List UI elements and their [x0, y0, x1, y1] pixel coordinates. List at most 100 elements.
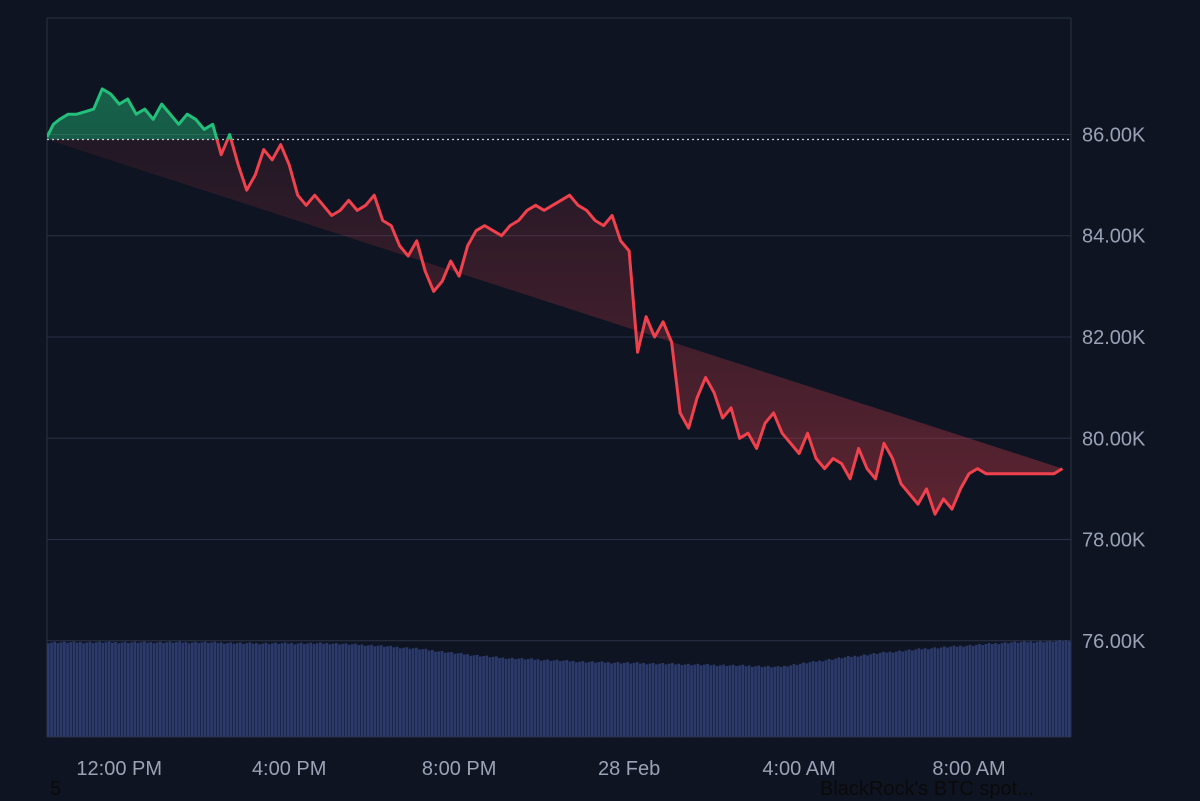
volume-bar [875, 654, 879, 737]
volume-bar [546, 659, 549, 737]
volume-bar [367, 645, 370, 737]
volume-bar [485, 655, 489, 737]
volume-bar [456, 653, 460, 737]
volume-bar [411, 648, 415, 737]
volume-bar [859, 655, 863, 737]
volume-bar [837, 657, 841, 737]
volume-bar [146, 642, 149, 737]
volume-bar [351, 644, 354, 737]
volume-bar [504, 658, 508, 737]
volume-bar [347, 644, 351, 737]
volume-bar [722, 664, 725, 737]
volume-bar [184, 641, 188, 737]
volume-bar [402, 647, 405, 737]
volume-bar [53, 641, 57, 737]
volume-bar [952, 645, 956, 737]
volume-bar [981, 644, 985, 737]
volume-bar [248, 642, 252, 737]
volume-bar [555, 659, 559, 737]
volume-bar [530, 658, 533, 737]
volume-bar [946, 647, 949, 737]
volume-bar [552, 660, 556, 737]
volume-bar [239, 642, 242, 737]
volume-bar [834, 658, 837, 737]
volume-bar [453, 653, 457, 737]
volume-bar [744, 666, 748, 737]
volume-bar [658, 663, 661, 737]
volume-bar [1026, 642, 1029, 737]
volume-bar [747, 665, 751, 737]
x-tick-label: 8:00 PM [422, 758, 496, 780]
volume-bar [943, 646, 946, 737]
volume-bar [194, 641, 197, 737]
volume-bar [255, 642, 258, 737]
volume-bar [389, 645, 393, 737]
volume-bar [872, 653, 876, 737]
volume-bar [226, 643, 229, 737]
volume-bar [991, 644, 994, 737]
volume-bar [139, 642, 143, 737]
volume-bar [219, 642, 223, 737]
volume-bar [187, 643, 191, 737]
volume-bar [399, 648, 402, 737]
volume-bar [648, 663, 652, 737]
volume-bar [543, 660, 546, 737]
volume-bar [994, 643, 997, 737]
volume-bar [987, 643, 991, 737]
volume-bar [626, 662, 629, 737]
volume-bar [360, 644, 364, 737]
volume-bar [751, 666, 754, 737]
volume-bar [738, 665, 741, 737]
volume-bar [463, 654, 466, 737]
news-headline-link[interactable]: BlackRock's BTC spot... [820, 778, 1034, 800]
volume-bar [322, 643, 325, 737]
volume-bar [888, 651, 892, 737]
volume-bar [306, 643, 309, 737]
volume-bar [242, 643, 245, 737]
volume-bar [143, 641, 146, 737]
volume-bar [1051, 641, 1055, 737]
volume-bar [754, 666, 757, 737]
volume-bar [667, 663, 671, 737]
volume-bar [469, 655, 473, 737]
volume-bar [296, 643, 300, 737]
volume-bar [584, 662, 588, 737]
volume-bar [568, 661, 572, 737]
volume-bar [312, 643, 316, 737]
volume-bar [133, 641, 137, 737]
volume-bar [517, 658, 521, 737]
volume-bar [523, 659, 527, 737]
volume-bar [693, 664, 697, 737]
volume-bar [882, 651, 885, 737]
volume-bar [719, 665, 722, 737]
volume-bar [965, 645, 969, 737]
volume-bar [786, 666, 789, 737]
volume-bar [287, 643, 290, 737]
volume-bar [735, 666, 738, 737]
volume-bar [274, 642, 277, 737]
volume-bar [927, 649, 930, 737]
volume-bar [424, 648, 428, 737]
volume-bar [962, 646, 965, 737]
footer-number: 5 [50, 778, 62, 800]
volume-bar [831, 659, 834, 737]
volume-bar [869, 654, 873, 737]
volume-bar [299, 642, 303, 737]
volume-bar [178, 641, 181, 737]
volume-bar [47, 643, 50, 737]
volume-bar [783, 665, 786, 737]
volume-bar [629, 663, 633, 737]
volume-bar [354, 643, 357, 737]
volume-bar [88, 641, 92, 737]
volume-bar [600, 661, 604, 737]
volume-bar [223, 643, 226, 737]
volume-bar [706, 663, 709, 737]
volume-bar [98, 641, 101, 737]
volume-bar [850, 656, 853, 737]
y-tick-label: 80.00K [1082, 428, 1146, 450]
y-tick-label: 84.00K [1082, 226, 1146, 248]
volume-bar [799, 663, 802, 737]
volume-bar [1039, 641, 1042, 737]
volume-bar [165, 642, 169, 737]
volume-bar [315, 643, 319, 737]
